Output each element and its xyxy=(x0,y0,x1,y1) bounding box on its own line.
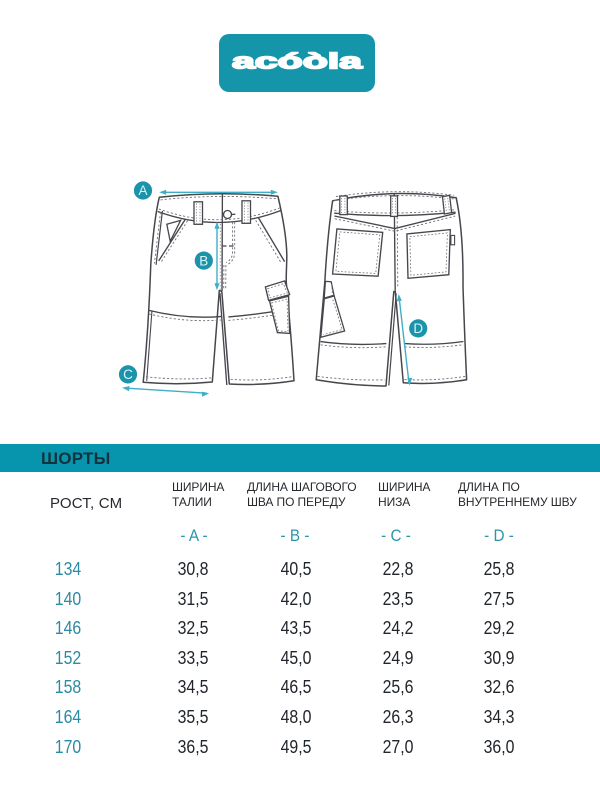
svg-text:B: B xyxy=(199,253,208,268)
svg-text:D: D xyxy=(413,321,423,336)
svg-text:C: C xyxy=(123,367,133,382)
svg-text:acóòla: acóòla xyxy=(232,48,363,73)
svg-text:A: A xyxy=(138,183,147,198)
